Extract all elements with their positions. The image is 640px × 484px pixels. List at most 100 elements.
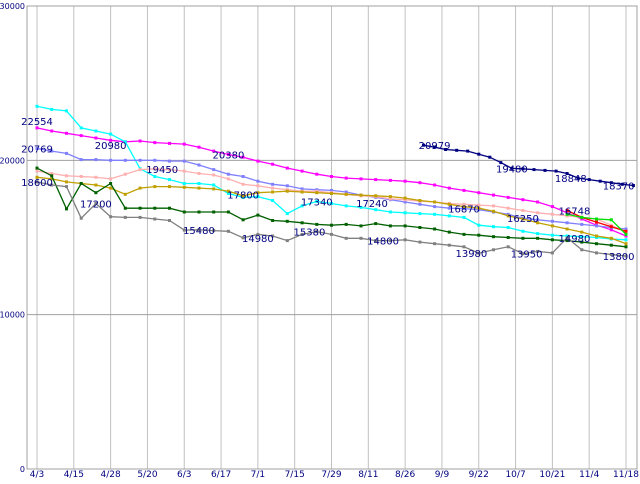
data-point (492, 235, 495, 239)
data-point (543, 168, 547, 172)
data-point (226, 210, 230, 214)
data-point (532, 168, 536, 172)
data-point (565, 227, 569, 231)
data-point (94, 183, 98, 187)
data-point (241, 175, 245, 178)
data-point (521, 252, 525, 256)
data-point (315, 222, 319, 226)
data-point (65, 180, 68, 184)
data-point (315, 172, 319, 176)
data-point (418, 212, 422, 216)
data-point (492, 248, 495, 252)
data-point (447, 230, 451, 234)
data-point (506, 206, 510, 210)
data-point (153, 206, 157, 210)
data-point (271, 186, 275, 190)
data-point (344, 222, 348, 226)
data-point (521, 167, 525, 171)
value-annotation: 13980 (455, 249, 487, 260)
data-point (79, 158, 83, 162)
data-point (35, 126, 39, 130)
data-point (447, 243, 451, 247)
data-point (226, 172, 230, 176)
x-tick-label: 7/1 (251, 470, 265, 480)
data-point (79, 126, 83, 130)
value-annotation: 20979 (419, 141, 451, 152)
data-point (109, 182, 113, 185)
data-point (550, 219, 554, 223)
data-point (212, 229, 216, 233)
value-annotation: 14800 (367, 237, 399, 248)
data-point (138, 158, 142, 162)
data-point (447, 202, 451, 206)
data-point (595, 220, 598, 224)
data-point (138, 186, 142, 190)
data-point (197, 172, 201, 175)
data-point (330, 223, 333, 227)
data-point (609, 225, 613, 229)
data-point (109, 215, 113, 219)
data-point (153, 175, 157, 178)
data-point (477, 152, 481, 156)
data-point (79, 182, 83, 185)
data-point (609, 253, 613, 256)
x-tick-label: 11/4 (579, 470, 599, 480)
data-point (226, 192, 230, 195)
data-point (344, 192, 348, 196)
data-point (241, 195, 245, 199)
x-tick-label: 10/21 (539, 470, 565, 480)
data-point (550, 238, 554, 242)
data-point (344, 190, 348, 194)
data-point (565, 221, 569, 225)
x-tick-label: 10/7 (505, 470, 525, 480)
data-point (300, 190, 304, 194)
data-point (624, 254, 628, 258)
value-annotation: 15480 (183, 226, 215, 237)
data-point (94, 158, 98, 162)
data-point (168, 219, 171, 222)
data-point (256, 232, 260, 236)
data-point (388, 239, 392, 243)
data-point (315, 199, 319, 203)
data-point (466, 149, 470, 153)
x-tick-label: 7/29 (321, 470, 341, 480)
value-annotation: 17800 (227, 190, 259, 201)
data-point (536, 232, 540, 236)
data-point (580, 230, 584, 234)
data-point (554, 169, 558, 173)
data-point (330, 188, 333, 192)
data-point (565, 172, 569, 175)
data-point (153, 158, 157, 162)
data-point (595, 217, 598, 221)
data-point (620, 182, 624, 186)
value-annotation: 16250 (507, 214, 539, 225)
data-point (576, 176, 580, 180)
value-annotation: 13800 (603, 252, 635, 263)
data-point (241, 182, 245, 186)
data-point (271, 234, 275, 238)
data-point (550, 233, 554, 237)
data-point (388, 195, 392, 199)
data-point (403, 200, 407, 204)
y-tick-label: 10000 (0, 311, 25, 320)
value-annotation: 14980 (559, 234, 591, 245)
data-point (79, 216, 83, 220)
data-point (50, 129, 54, 133)
value-annotation: 18848 (555, 174, 587, 185)
x-tick-label: 8/26 (395, 470, 415, 480)
data-point (418, 226, 422, 229)
data-point (212, 149, 216, 153)
data-point (388, 197, 392, 201)
data-point (168, 141, 171, 145)
y-tick-label: 20000 (0, 156, 25, 165)
data-point (624, 245, 628, 249)
data-point (477, 191, 481, 195)
data-point (374, 208, 378, 212)
data-point (300, 169, 304, 173)
data-point (499, 161, 503, 165)
data-point (182, 185, 186, 189)
data-point (79, 175, 83, 178)
value-annotation: 19480 (496, 164, 528, 175)
data-point (595, 234, 598, 238)
data-point (422, 143, 425, 147)
